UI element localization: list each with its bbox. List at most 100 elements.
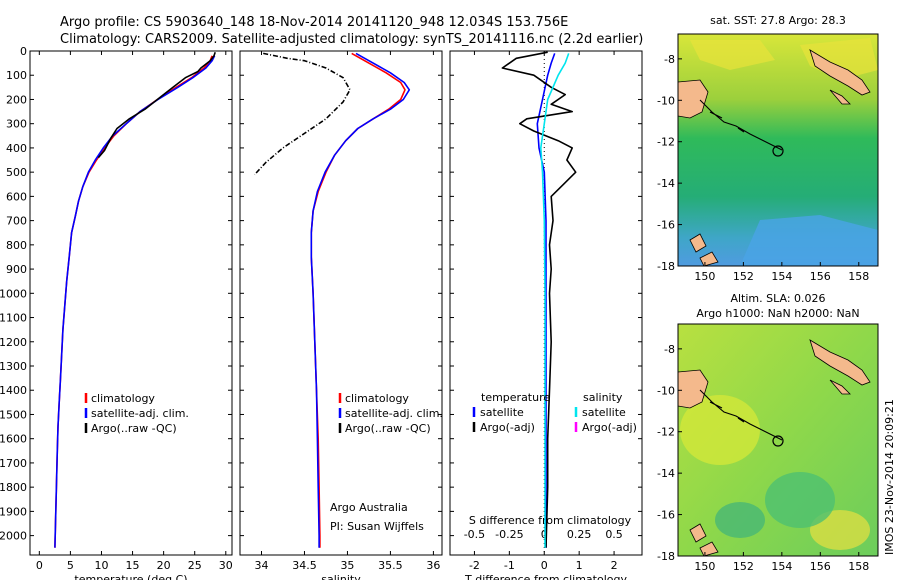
sst-land-islands-ne xyxy=(809,49,871,105)
temperature-panel: 0100200300400500600700800900100011001200… xyxy=(0,45,233,584)
difference-series-t-satellite xyxy=(536,53,556,548)
depth-tick-label: 500 xyxy=(6,166,27,179)
difference-panel: -2 -1 0 1 2T difference from climatology S di… xyxy=(449,50,643,584)
sla-island-chain xyxy=(699,389,783,441)
temperature-legend-label: climatology xyxy=(91,392,155,405)
depth-tick-label: 600 xyxy=(6,190,27,203)
sla-map-xtick-label: 154 xyxy=(771,560,792,573)
temperature-series-argo-raw-qc- xyxy=(97,51,216,159)
temperature-xtick-label: 25 xyxy=(188,559,202,572)
sst-map-xtick-label: 158 xyxy=(848,270,869,283)
salinity-frame xyxy=(239,50,443,556)
difference-series-t-argo-adj- xyxy=(501,51,577,548)
difference-xtick-label: 2 xyxy=(611,559,618,572)
depth-tick-label: 1400 xyxy=(0,384,27,397)
sla-low-patch-2 xyxy=(715,502,765,538)
sst-map-ytick-label: -12 xyxy=(657,136,675,149)
sla-map-frame xyxy=(677,323,879,557)
sla-map: Altim. SLA: 0.026 Argo h1000: NaN h2000:… xyxy=(657,292,879,573)
sla-map-ytick-label: -10 xyxy=(657,384,675,397)
depth-tick-label: 1100 xyxy=(0,312,27,325)
depth-tick-label: 1700 xyxy=(0,457,27,470)
sst-map: sat. SST: 27.8 Argo: 28.3 150 152 154 156 15… xyxy=(657,14,879,283)
sst-map-xtick-label: 156 xyxy=(810,270,831,283)
sst-map-xtick-label: 154 xyxy=(771,270,792,283)
sla-map-xtick-label: 158 xyxy=(848,560,869,573)
difference-xtick-label: -1 xyxy=(504,559,515,572)
sla-land-coast-sw xyxy=(689,523,719,556)
difference-legend-left-title: temperature xyxy=(481,391,550,404)
sst-island-chain xyxy=(699,99,783,151)
salinity-xtick-label: 35 xyxy=(340,559,354,572)
sla-map-title-line1: Altim. SLA: 0.026 xyxy=(730,292,825,305)
depth-tick-label: 400 xyxy=(6,142,27,155)
sla-high-patch-2 xyxy=(810,510,870,550)
difference-top-tick-label: 0.5 xyxy=(605,528,623,541)
difference-xlabel: T difference from climatology xyxy=(464,573,627,580)
sst-map-ytick-label: -16 xyxy=(657,219,675,232)
sla-low-patch xyxy=(765,472,835,528)
salinity-annotation-line1: Argo Australia xyxy=(330,501,408,514)
sla-high-patch xyxy=(680,395,760,465)
depth-tick-label: 900 xyxy=(6,263,27,276)
sla-land-islands-ne xyxy=(809,339,871,395)
difference-top-tick-label: 0.25 xyxy=(567,528,592,541)
difference-top-tick-label: -0.5 xyxy=(464,528,485,541)
temperature-xtick-label: 30 xyxy=(219,559,233,572)
difference-frame xyxy=(449,50,643,556)
temperature-xtick-label: 10 xyxy=(94,559,108,572)
salinity-panel: 34 34.5 35 35.5 36 salinity climatology satelli… xyxy=(239,50,443,584)
difference-series-s-satellite xyxy=(539,53,570,548)
salinity-legend-label: satellite-adj. clim. xyxy=(345,407,443,420)
depth-tick-label: 0 xyxy=(20,45,27,58)
salinity-series-argo-raw-qc- xyxy=(254,52,351,176)
difference-legend-right-label: satellite xyxy=(582,406,626,419)
salinity-series-satellite-adj-clim- xyxy=(310,52,411,548)
temperature-xtick-label: 0 xyxy=(36,559,43,572)
sst-argo-marker xyxy=(772,145,784,157)
depth-tick-label: 1500 xyxy=(0,408,27,421)
imos-timestamp: IMOS 23-Nov-2014 20:09:21 xyxy=(883,399,896,555)
sst-land-newguinea xyxy=(678,79,709,119)
difference-legend-right-label: Argo(-adj) xyxy=(582,421,637,434)
sla-map-ytick-label: -8 xyxy=(664,343,675,356)
depth-tick-label: 100 xyxy=(6,69,27,82)
temperature-frame xyxy=(29,50,233,556)
depth-tick-label: 1900 xyxy=(0,505,27,518)
sst-map-frame xyxy=(677,33,879,267)
depth-tick-label: 1600 xyxy=(0,433,27,446)
temperature-series-climatology xyxy=(54,55,213,548)
sst-land-coast-sw xyxy=(689,233,719,266)
salinity-legend-label: climatology xyxy=(345,392,409,405)
sla-map-xtick-label: 150 xyxy=(694,560,715,573)
figure-title-line2: Climatology: CARS2009. Satellite-adjuste… xyxy=(60,32,643,47)
difference-xtick-label: 1 xyxy=(576,559,583,572)
salinity-xtick-label: 35.5 xyxy=(378,559,403,572)
temperature-legend-label: Argo(..raw -QC) xyxy=(91,422,177,435)
sla-map-xtick-label: 152 xyxy=(733,560,754,573)
temperature-series-satellite-adj-clim- xyxy=(54,55,216,548)
salinity-xtick-label: 36 xyxy=(426,559,440,572)
temperature-legend-label: satellite-adj. clim. xyxy=(91,407,189,420)
depth-tick-label: 200 xyxy=(6,93,27,106)
salinity-legend-label: Argo(..raw -QC) xyxy=(345,422,431,435)
difference-legend-right-title: salinity xyxy=(583,391,623,404)
sst-map-ytick-label: -10 xyxy=(657,94,675,107)
sst-map-ytick-label: -8 xyxy=(664,53,675,66)
depth-tick-label: 800 xyxy=(6,239,27,252)
sst-map-xtick-label: 150 xyxy=(694,270,715,283)
sla-land-newguinea xyxy=(678,369,709,409)
depth-tick-label: 300 xyxy=(6,118,27,131)
sla-map-ytick-label: -18 xyxy=(657,550,675,563)
difference-top-tick-label: -0.25 xyxy=(495,528,523,541)
temperature-xtick-label: 5 xyxy=(67,559,74,572)
salinity-xtick-label: 34.5 xyxy=(292,559,317,572)
sla-map-ytick-label: -14 xyxy=(657,467,675,480)
difference-top-xlabel: S difference from climatology xyxy=(469,514,632,527)
temperature-xtick-label: 20 xyxy=(157,559,171,572)
depth-tick-label: 2000 xyxy=(0,530,27,543)
sst-map-title: sat. SST: 27.8 Argo: 28.3 xyxy=(710,14,846,27)
sla-map-title-line2: Argo h1000: NaN h2000: NaN xyxy=(696,307,859,320)
